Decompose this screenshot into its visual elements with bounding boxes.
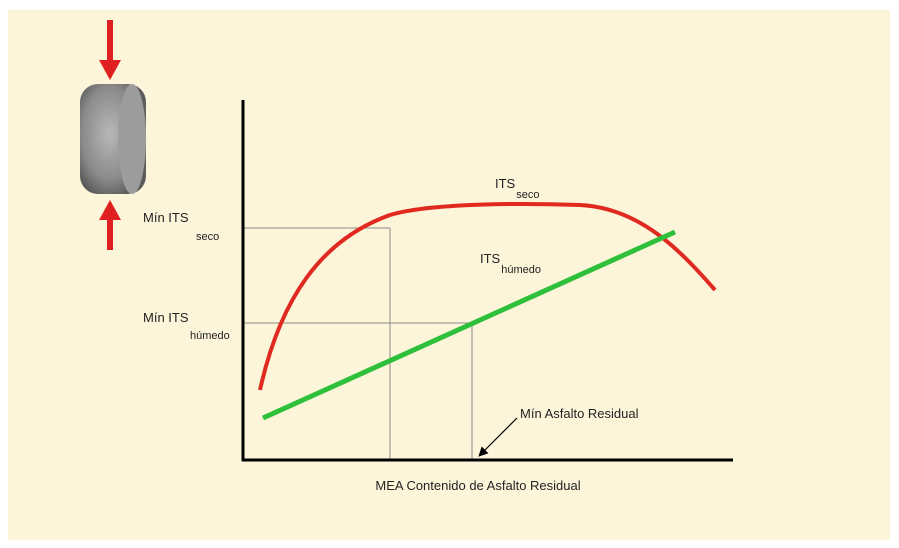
background-panel: [8, 10, 890, 540]
label-part: Mín ITS: [143, 210, 189, 225]
annotation-label: Mín Asfalto Residual: [520, 406, 639, 421]
specimen-icon: [80, 20, 146, 250]
axes: [241, 100, 733, 462]
label-part: seco: [516, 189, 539, 201]
annotation-arrow: [478, 417, 518, 457]
its-seco-curve: [258, 202, 717, 391]
label-part: ITS: [495, 176, 516, 191]
label-part: seco: [196, 231, 219, 243]
min-label: Mín ITShúmedo: [143, 310, 230, 342]
curve-label: ITShúmedo: [480, 251, 541, 276]
label-part: húmedo: [501, 264, 541, 276]
label-part: ITS: [480, 251, 501, 266]
its-humedo-line: [261, 229, 677, 421]
curve-label: ITSseco: [495, 176, 539, 201]
x-axis-label: MEA Contenido de Asfalto Residual: [375, 478, 580, 493]
label-part: Mín ITS: [143, 310, 189, 325]
label-part: húmedo: [190, 330, 230, 342]
min-label: Mín ITS seco: [143, 210, 219, 243]
